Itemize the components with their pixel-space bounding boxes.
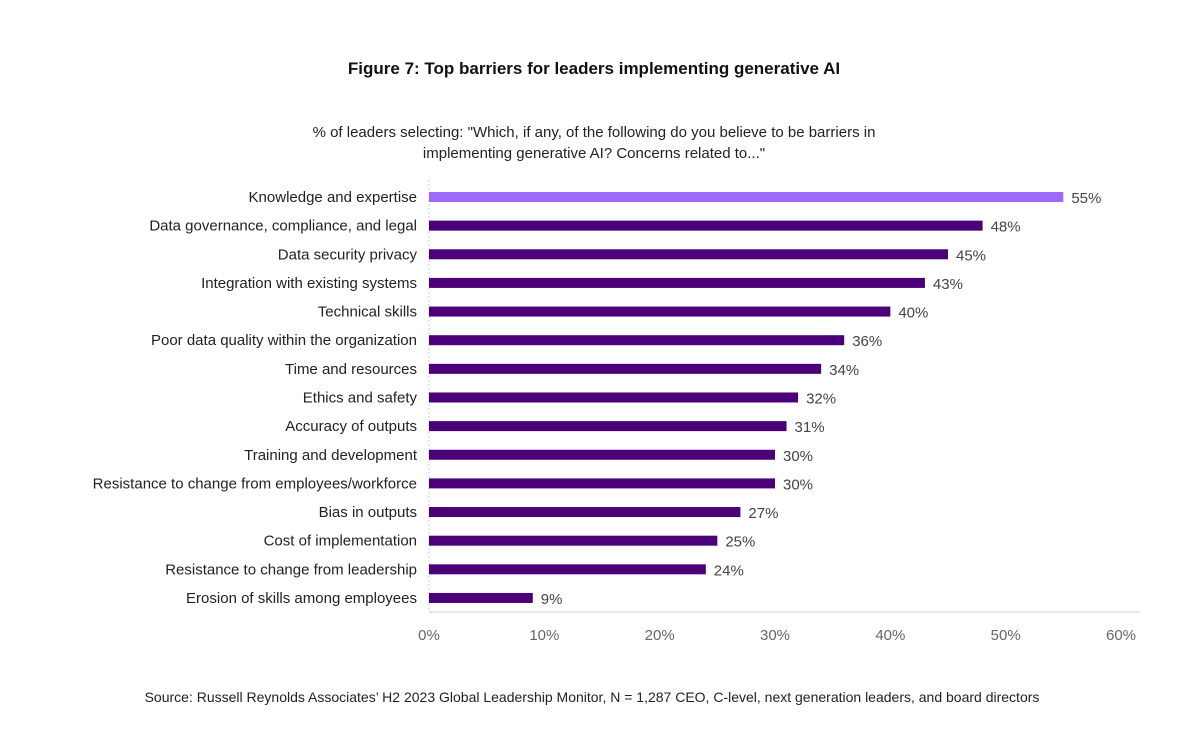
category-label: Resistance to change from leadership [165, 561, 417, 578]
category-label: Ethics and safety [303, 389, 418, 406]
data-label: 31% [795, 419, 825, 436]
category-label: Data security privacy [278, 246, 418, 263]
x-tick-label: 0% [418, 627, 440, 644]
category-label: Cost of implementation [264, 533, 417, 550]
bar [429, 449, 775, 460]
source-note: Source: Russell Reynolds Associates’ H2 … [145, 689, 1040, 705]
category-label: Accuracy of outputs [285, 418, 417, 435]
chart-subtitle-line-2: implementing generative AI? Concerns rel… [423, 145, 765, 162]
category-label: Resistance to change from employees/work… [93, 475, 417, 492]
bar [429, 592, 533, 603]
data-label: 40% [898, 305, 928, 322]
bar [429, 535, 718, 546]
category-label: Time and resources [285, 361, 417, 378]
category-label: Erosion of skills among employees [186, 590, 417, 607]
bar [429, 306, 891, 317]
x-tick-label: 40% [875, 627, 905, 644]
bar [429, 249, 948, 260]
category-label: Training and development [244, 447, 418, 464]
data-label: 36% [852, 333, 882, 350]
data-label: 9% [541, 591, 563, 608]
data-label: 30% [783, 476, 813, 493]
bar [429, 220, 983, 231]
category-label: Bias in outputs [319, 504, 417, 521]
data-label: 30% [783, 448, 813, 465]
bar [429, 392, 799, 403]
data-label: 24% [714, 562, 744, 579]
bar [429, 363, 822, 374]
data-label: 55% [1071, 190, 1101, 207]
bar [429, 335, 845, 346]
x-tick-label: 10% [529, 627, 559, 644]
bar [429, 478, 775, 489]
data-label: 34% [829, 362, 859, 379]
category-label: Poor data quality within the organizatio… [151, 332, 417, 349]
data-label: 27% [748, 505, 778, 522]
bar [429, 564, 706, 575]
bar [429, 277, 925, 288]
x-tick-label: 20% [645, 627, 675, 644]
bar [429, 421, 787, 432]
data-label: 48% [991, 219, 1021, 236]
bar [429, 507, 741, 518]
data-label: 45% [956, 247, 986, 264]
data-label: 43% [933, 276, 963, 293]
category-label: Knowledge and expertise [249, 189, 417, 206]
category-label: Data governance, compliance, and legal [149, 218, 417, 235]
data-label: 25% [725, 534, 755, 551]
chart-title: Figure 7: Top barriers for leaders imple… [348, 59, 840, 78]
x-tick-label: 30% [760, 627, 790, 644]
x-tick-label: 50% [991, 627, 1021, 644]
category-label: Technical skills [318, 304, 417, 321]
x-tick-label: 60% [1106, 627, 1136, 644]
data-label: 32% [806, 390, 836, 407]
category-label: Integration with existing systems [201, 275, 417, 292]
bar [429, 192, 1064, 202]
chart-subtitle-line-1: % of leaders selecting: "Which, if any, … [313, 124, 876, 141]
